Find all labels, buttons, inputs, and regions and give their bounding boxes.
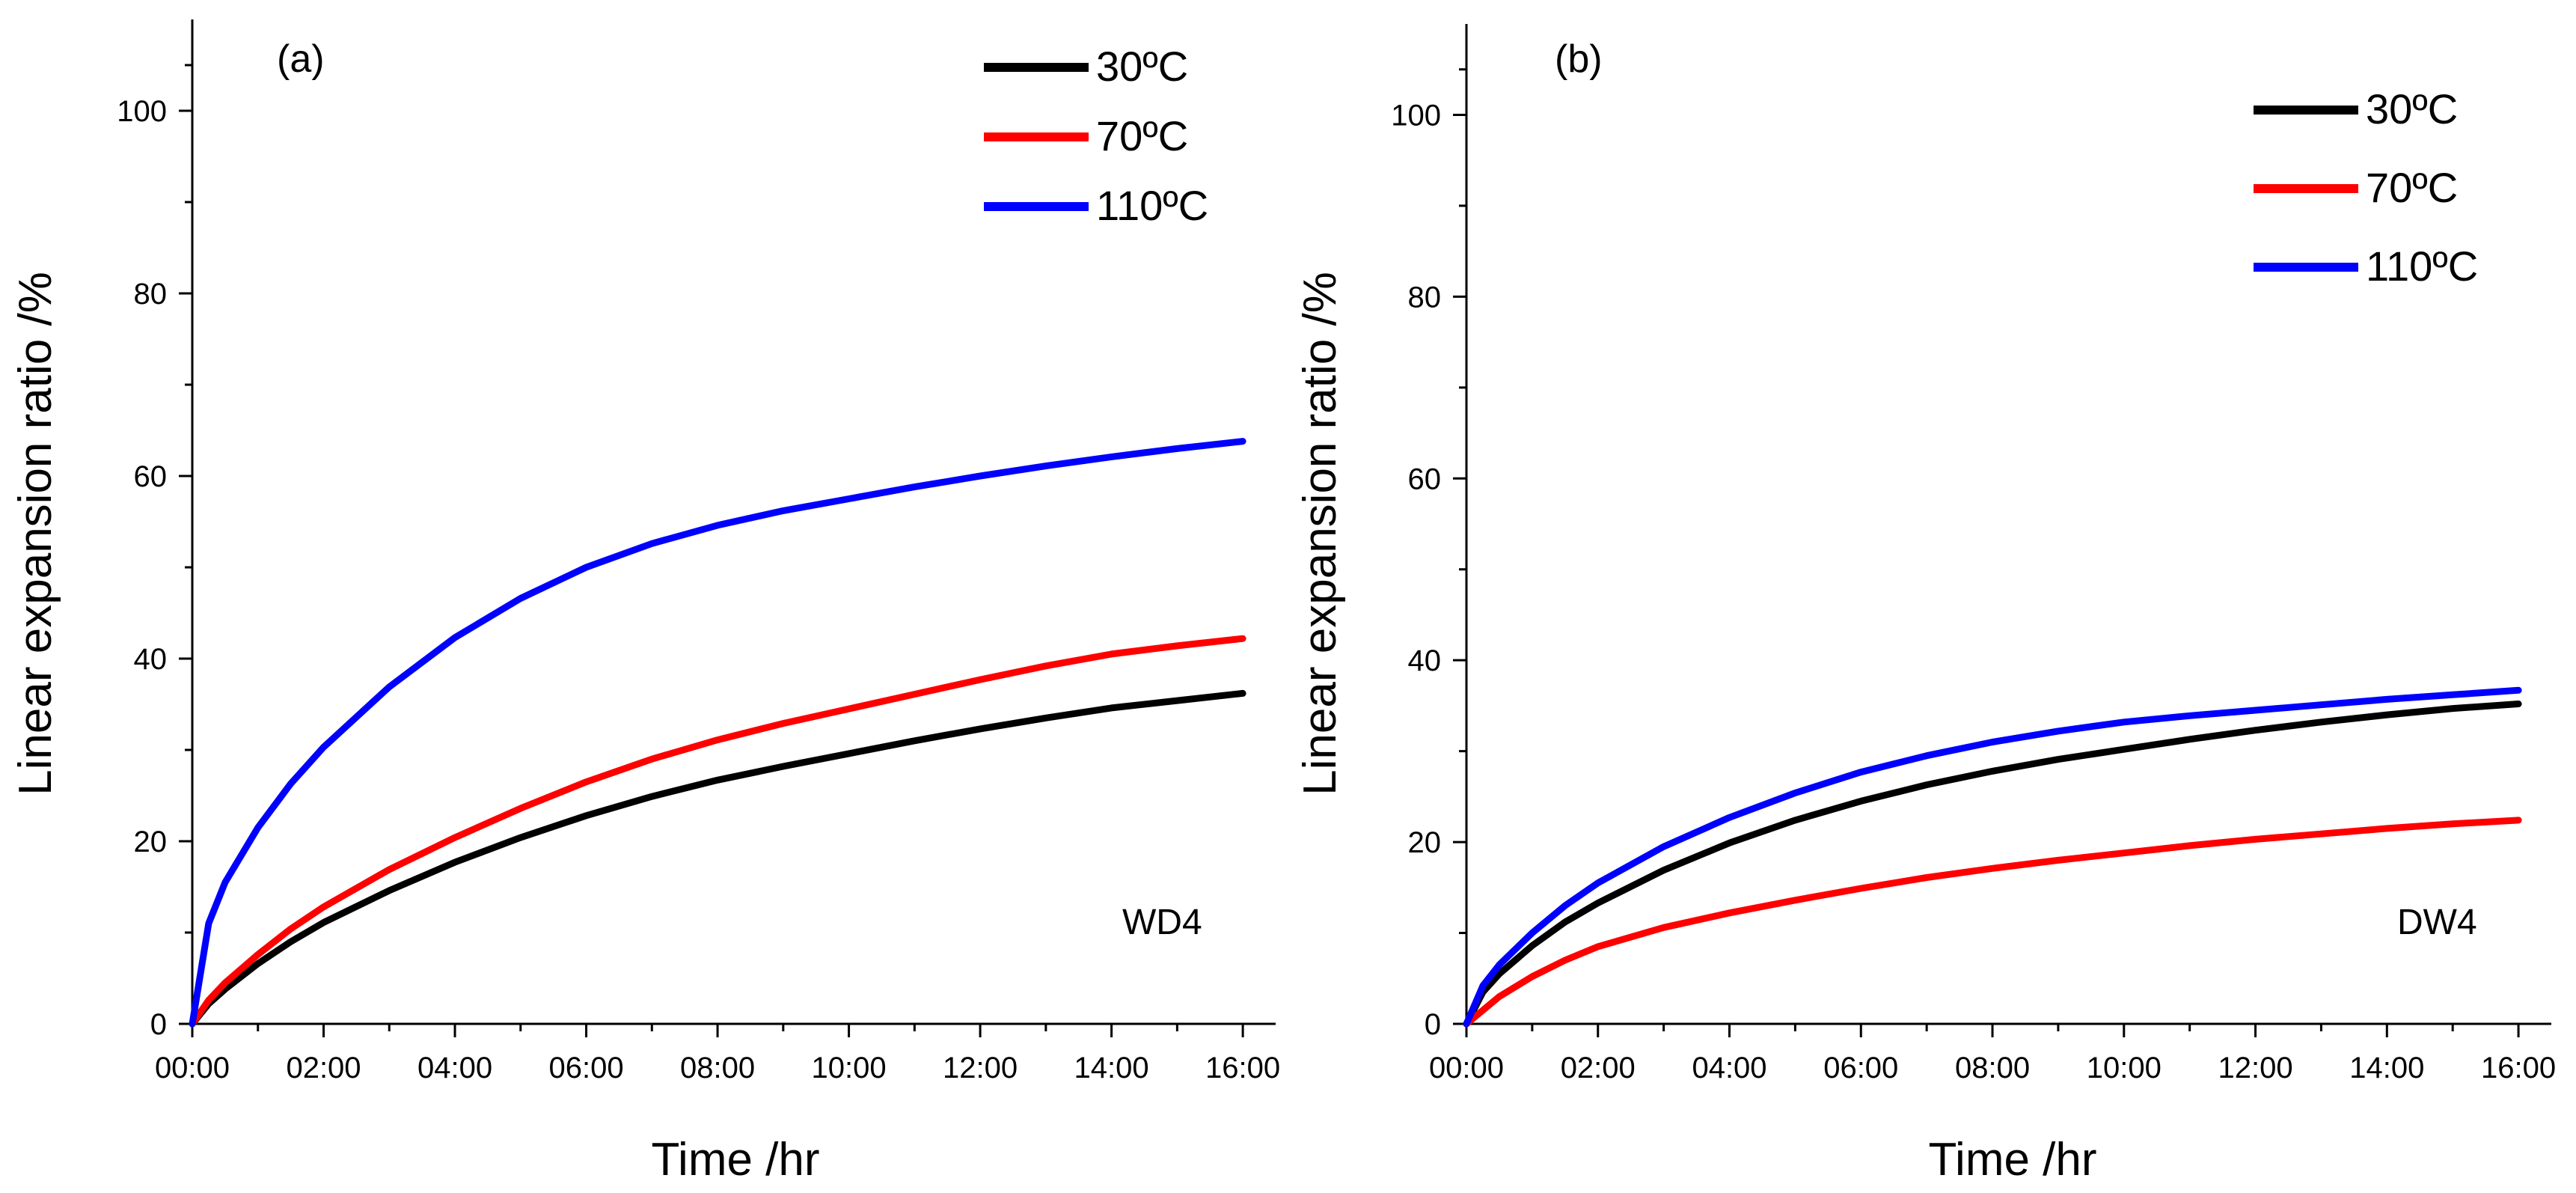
x-tick-label-a: 14:00 bbox=[1074, 1052, 1149, 1084]
panel-b: 00:00 02:00 04:00 06:00 08:00 10:00 12:00 14:00… bbox=[1294, 24, 2556, 1186]
sample-label-b: DW4 bbox=[2397, 903, 2477, 942]
x-tick-label-b: 06:00 bbox=[1823, 1052, 1898, 1084]
axes-b bbox=[1465, 24, 2551, 1025]
tick-labels-a: 00:00 02:00 04:00 06:00 08:00 10:00 12:00 14:00… bbox=[117, 95, 1280, 1084]
series-line-b-70c bbox=[1463, 817, 2522, 1028]
panel-a: 00:00 02:00 04:00 06:00 08:00 10:00 12:00 14:00… bbox=[10, 19, 1280, 1186]
series-group-b bbox=[1463, 686, 2522, 1028]
y-tick-label-b: 60 bbox=[1408, 463, 1442, 495]
y-tick-label-b: 80 bbox=[1408, 281, 1442, 314]
y-tick-label-b: 0 bbox=[1425, 1008, 1441, 1041]
legend-item-b: 70ºC bbox=[2254, 164, 2458, 211]
tick-labels-b: 00:00 02:00 04:00 06:00 08:00 10:00 12:00 14:00… bbox=[1391, 99, 2556, 1084]
legend-label-a: 30ºC bbox=[1096, 43, 1188, 90]
y-tick-label-a: 40 bbox=[134, 643, 168, 676]
series-line-a-30c bbox=[189, 689, 1246, 1028]
ticks-a bbox=[179, 64, 1244, 1037]
y-tick-label-b: 100 bbox=[1391, 99, 1441, 132]
legend-label-a: 70ºC bbox=[1096, 112, 1188, 159]
x-tick-label-b: 02:00 bbox=[1561, 1052, 1636, 1084]
x-tick-label-a: 04:00 bbox=[417, 1052, 492, 1084]
x-tick-label-a: 10:00 bbox=[812, 1052, 887, 1084]
x-tick-label-b: 10:00 bbox=[2087, 1052, 2162, 1084]
panel-label-a: (a) bbox=[277, 37, 325, 81]
series-line-a-110c bbox=[189, 438, 1246, 1028]
y-tick-label-a: 60 bbox=[134, 460, 168, 493]
series-line-b-30c bbox=[1463, 701, 2522, 1028]
legend-a: 30ºC 70ºC 110ºC bbox=[984, 43, 1208, 229]
ticks-b bbox=[1453, 68, 2520, 1037]
legend-item-b: 30ºC bbox=[2254, 85, 2458, 132]
y-tick-label-b: 20 bbox=[1408, 826, 1442, 859]
y-axis-title-b: Linear expansion ratio /% bbox=[1294, 272, 1346, 796]
sample-label-a: WD4 bbox=[1122, 903, 1202, 942]
x-tick-label-a: 00:00 bbox=[155, 1052, 230, 1084]
x-axis-title-a: Time /hr bbox=[651, 1134, 819, 1186]
legend-b: 30ºC 70ºC 110ºC bbox=[2254, 85, 2478, 290]
y-tick-label-a: 80 bbox=[134, 278, 168, 311]
y-tick-label-b: 40 bbox=[1408, 644, 1442, 677]
x-tick-label-b: 00:00 bbox=[1429, 1052, 1504, 1084]
x-tick-label-b: 16:00 bbox=[2481, 1052, 2556, 1084]
y-tick-label-a: 100 bbox=[117, 95, 167, 128]
x-tick-label-a: 06:00 bbox=[548, 1052, 623, 1084]
y-axis-title-a: Linear expansion ratio /% bbox=[10, 272, 61, 796]
x-axis-title-b: Time /hr bbox=[1928, 1134, 2096, 1186]
x-tick-label-b: 08:00 bbox=[1955, 1052, 2030, 1084]
legend-label-b: 70ºC bbox=[2366, 164, 2458, 211]
axes-a bbox=[191, 19, 1276, 1025]
plot-area-a: 00:00 02:00 04:00 06:00 08:00 10:00 12:00 14:00… bbox=[117, 19, 1280, 1084]
x-tick-label-a: 08:00 bbox=[680, 1052, 755, 1084]
legend-item-b: 110ºC bbox=[2254, 242, 2478, 290]
series-line-b-110c bbox=[1463, 686, 2522, 1028]
x-tick-label-b: 14:00 bbox=[2349, 1052, 2424, 1084]
legend-label-a: 110ºC bbox=[1096, 182, 1208, 229]
legend-label-b: 110ºC bbox=[2366, 242, 2478, 290]
legend-item-a: 30ºC bbox=[984, 43, 1188, 90]
legend-label-b: 30ºC bbox=[2366, 85, 2458, 132]
legend-item-a: 70ºC bbox=[984, 112, 1188, 159]
legend-item-a: 110ºC bbox=[984, 182, 1208, 229]
panel-label-b: (b) bbox=[1555, 37, 1603, 81]
series-group-a bbox=[189, 438, 1246, 1028]
series-line-a-70c bbox=[189, 635, 1246, 1028]
x-tick-label-a: 12:00 bbox=[943, 1052, 1018, 1084]
x-tick-label-b: 04:00 bbox=[1692, 1052, 1766, 1084]
x-tick-label-a: 16:00 bbox=[1205, 1052, 1280, 1084]
y-tick-label-a: 0 bbox=[150, 1008, 167, 1041]
x-tick-label-b: 12:00 bbox=[2218, 1052, 2292, 1084]
plot-area-b: 00:00 02:00 04:00 06:00 08:00 10:00 12:00 14:00… bbox=[1391, 24, 2556, 1084]
x-tick-label-a: 02:00 bbox=[286, 1052, 361, 1084]
y-tick-label-a: 20 bbox=[134, 826, 168, 858]
